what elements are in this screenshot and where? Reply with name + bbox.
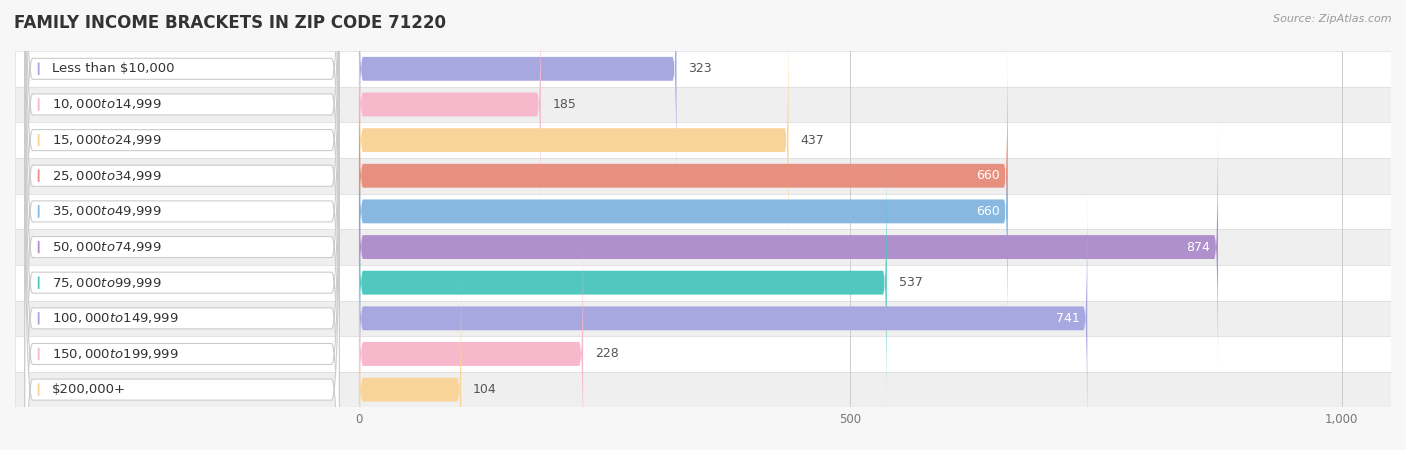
FancyBboxPatch shape bbox=[359, 0, 541, 235]
FancyBboxPatch shape bbox=[15, 229, 1391, 265]
Text: $10,000 to $14,999: $10,000 to $14,999 bbox=[52, 98, 162, 112]
FancyBboxPatch shape bbox=[25, 0, 339, 415]
Text: 741: 741 bbox=[1056, 312, 1080, 325]
Text: FAMILY INCOME BRACKETS IN ZIP CODE 71220: FAMILY INCOME BRACKETS IN ZIP CODE 71220 bbox=[14, 14, 446, 32]
FancyBboxPatch shape bbox=[359, 0, 676, 199]
FancyBboxPatch shape bbox=[25, 115, 339, 450]
Text: 874: 874 bbox=[1187, 241, 1211, 253]
FancyBboxPatch shape bbox=[15, 265, 1391, 301]
FancyBboxPatch shape bbox=[25, 0, 339, 450]
Text: $100,000 to $149,999: $100,000 to $149,999 bbox=[52, 311, 179, 325]
Text: 104: 104 bbox=[472, 383, 496, 396]
FancyBboxPatch shape bbox=[15, 87, 1391, 122]
FancyBboxPatch shape bbox=[25, 0, 339, 450]
FancyBboxPatch shape bbox=[25, 44, 339, 450]
FancyBboxPatch shape bbox=[15, 122, 1391, 158]
FancyBboxPatch shape bbox=[15, 51, 1391, 87]
FancyBboxPatch shape bbox=[25, 8, 339, 450]
Text: 437: 437 bbox=[800, 134, 824, 147]
FancyBboxPatch shape bbox=[25, 0, 339, 343]
Text: $200,000+: $200,000+ bbox=[52, 383, 127, 396]
Text: $150,000 to $199,999: $150,000 to $199,999 bbox=[52, 347, 179, 361]
FancyBboxPatch shape bbox=[15, 301, 1391, 336]
Text: Less than $10,000: Less than $10,000 bbox=[52, 62, 174, 75]
FancyBboxPatch shape bbox=[15, 336, 1391, 372]
FancyBboxPatch shape bbox=[359, 223, 583, 450]
FancyBboxPatch shape bbox=[359, 45, 1008, 306]
FancyBboxPatch shape bbox=[359, 188, 1087, 449]
FancyBboxPatch shape bbox=[25, 79, 339, 450]
FancyBboxPatch shape bbox=[359, 9, 789, 271]
Text: 660: 660 bbox=[976, 205, 1000, 218]
FancyBboxPatch shape bbox=[15, 372, 1391, 407]
FancyBboxPatch shape bbox=[25, 0, 339, 450]
Text: 228: 228 bbox=[595, 347, 619, 360]
FancyBboxPatch shape bbox=[359, 117, 1218, 378]
FancyBboxPatch shape bbox=[15, 158, 1391, 194]
FancyBboxPatch shape bbox=[359, 259, 461, 450]
Text: 537: 537 bbox=[898, 276, 922, 289]
Text: 185: 185 bbox=[553, 98, 576, 111]
Text: $15,000 to $24,999: $15,000 to $24,999 bbox=[52, 133, 162, 147]
Text: $75,000 to $99,999: $75,000 to $99,999 bbox=[52, 276, 162, 290]
Text: 323: 323 bbox=[689, 62, 711, 75]
FancyBboxPatch shape bbox=[359, 152, 887, 414]
FancyBboxPatch shape bbox=[25, 0, 339, 379]
Text: $25,000 to $34,999: $25,000 to $34,999 bbox=[52, 169, 162, 183]
FancyBboxPatch shape bbox=[359, 81, 1008, 342]
Text: $50,000 to $74,999: $50,000 to $74,999 bbox=[52, 240, 162, 254]
Text: Source: ZipAtlas.com: Source: ZipAtlas.com bbox=[1274, 14, 1392, 23]
Text: $35,000 to $49,999: $35,000 to $49,999 bbox=[52, 204, 162, 218]
Text: 660: 660 bbox=[976, 169, 1000, 182]
FancyBboxPatch shape bbox=[15, 194, 1391, 229]
